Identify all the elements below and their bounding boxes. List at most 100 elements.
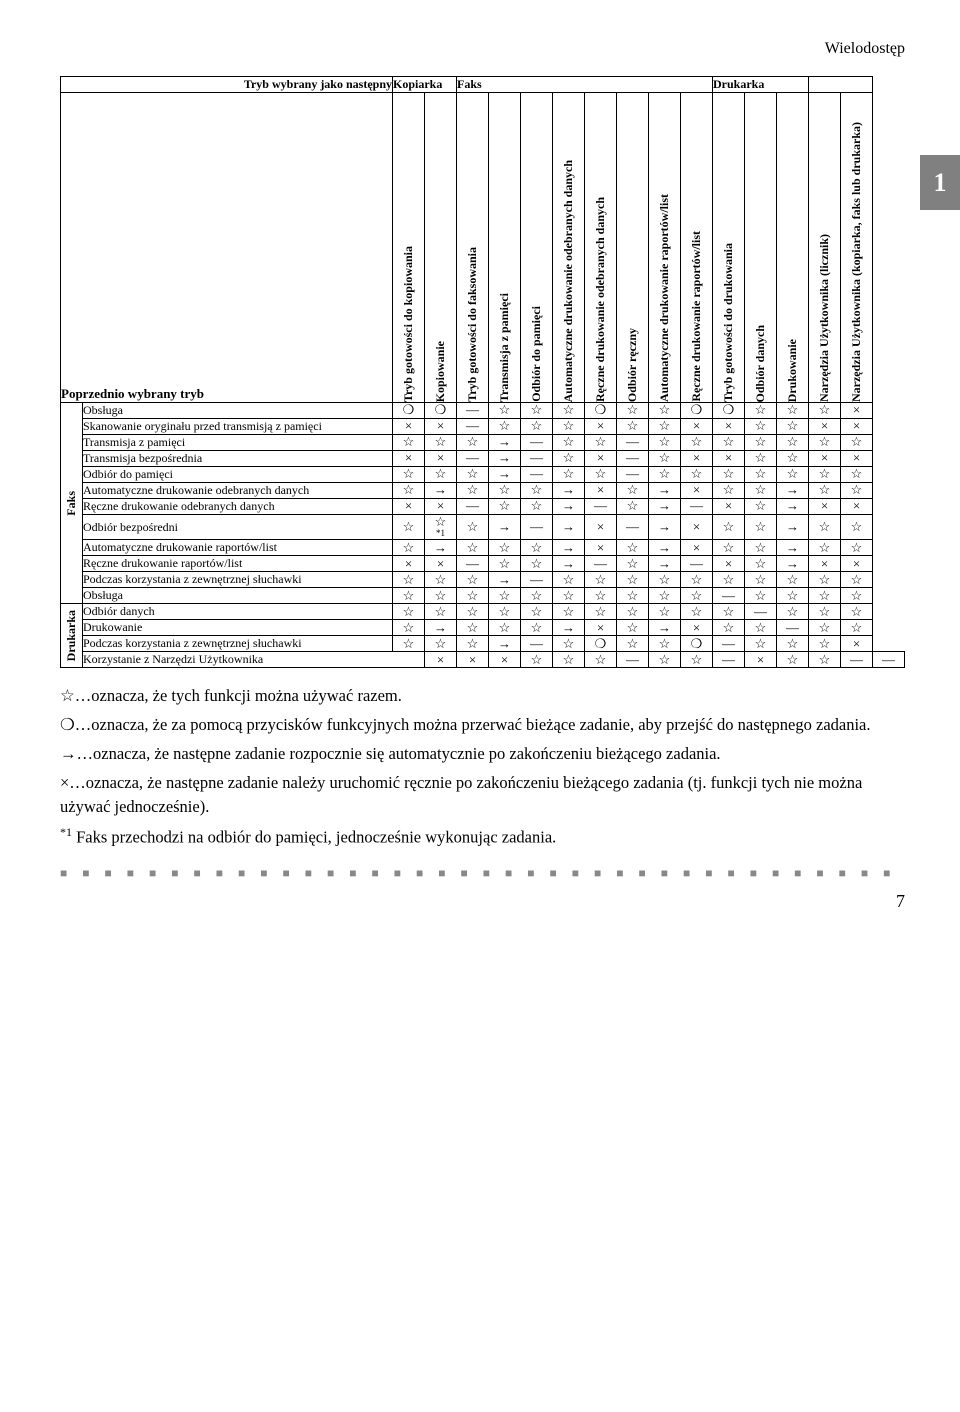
matrix-cell: × [809, 499, 841, 515]
matrix-cell: — [521, 451, 553, 467]
matrix-cell: ☆ [681, 652, 713, 668]
matrix-cell: ☆ [777, 588, 809, 604]
matrix-cell: ☆ [521, 604, 553, 620]
matrix-cell: × [681, 540, 713, 556]
matrix-cell: ☆ [617, 620, 649, 636]
matrix-cell: × [681, 620, 713, 636]
matrix-cell: ☆ [553, 636, 585, 652]
matrix-cell: ☆ [777, 435, 809, 451]
matrix-cell: — [521, 515, 553, 540]
matrix-cell: ☆ [777, 451, 809, 467]
matrix-cell: → [489, 572, 521, 588]
matrix-cell: ☆ [809, 636, 841, 652]
matrix-cell: → [425, 483, 457, 499]
matrix-cell: ☆ [649, 451, 681, 467]
matrix-cell: — [745, 604, 777, 620]
matrix-cell: ☆ [681, 467, 713, 483]
matrix-cell: ☆ [489, 419, 521, 435]
chapter-tab: 1 [920, 155, 960, 210]
matrix-cell: → [553, 499, 585, 515]
matrix-cell: ☆ [393, 604, 425, 620]
matrix-cell: ☆ [617, 499, 649, 515]
matrix-cell: — [457, 419, 489, 435]
matrix-cell: ☆ [745, 620, 777, 636]
row-name: Skanowanie oryginału przed transmisją z … [83, 419, 393, 435]
matrix-cell: ☆ [681, 572, 713, 588]
matrix-cell: ☆ [521, 499, 553, 515]
matrix-cell: ☆ [393, 515, 425, 540]
matrix-cell: ☆*1 [425, 515, 457, 540]
matrix-cell: ☆ [809, 483, 841, 499]
matrix-cell: ☆ [777, 652, 809, 668]
matrix-cell: ☆ [649, 588, 681, 604]
matrix-cell: → [649, 515, 681, 540]
matrix-cell: ☆ [841, 620, 873, 636]
matrix-cell: ☆ [393, 540, 425, 556]
matrix-cell: ☆ [521, 403, 553, 419]
matrix-cell: × [425, 451, 457, 467]
matrix-cell: × [809, 419, 841, 435]
matrix-cell: × [841, 556, 873, 572]
row-group: Drukarka [61, 604, 83, 668]
matrix-cell: ☆ [809, 588, 841, 604]
matrix-cell: × [713, 419, 745, 435]
matrix-cell: ☆ [521, 620, 553, 636]
matrix-cell: × [841, 636, 873, 652]
matrix-cell: × [489, 652, 521, 668]
matrix-cell: → [553, 620, 585, 636]
matrix-cell: ☆ [585, 435, 617, 451]
matrix-cell: → [777, 483, 809, 499]
matrix-cell: ☆ [809, 435, 841, 451]
matrix-cell: × [841, 403, 873, 419]
matrix-cell: ☆ [553, 588, 585, 604]
matrix-cell: ☆ [617, 588, 649, 604]
matrix-cell: → [425, 540, 457, 556]
matrix-cell: ☆ [745, 515, 777, 540]
matrix-cell: × [585, 515, 617, 540]
matrix-cell: — [873, 652, 905, 668]
matrix-cell: ❍ [681, 403, 713, 419]
matrix-cell: ☆ [841, 483, 873, 499]
matrix-cell: ❍ [585, 403, 617, 419]
matrix-cell: ☆ [649, 636, 681, 652]
matrix-cell: × [745, 652, 777, 668]
matrix-cell: ☆ [649, 652, 681, 668]
matrix-cell: — [521, 435, 553, 451]
matrix-cell: ☆ [841, 588, 873, 604]
table-row: Odbiór do pamięci☆☆☆→—☆☆—☆☆☆☆☆☆☆ [61, 467, 905, 483]
matrix-cell: × [585, 419, 617, 435]
matrix-cell: ☆ [745, 419, 777, 435]
matrix-cell: × [841, 419, 873, 435]
matrix-cell: ☆ [393, 467, 425, 483]
matrix-cell: ☆ [649, 435, 681, 451]
matrix-cell: ☆ [841, 515, 873, 540]
table-row: Ręczne drukowanie raportów/list××—☆☆→—☆→… [61, 556, 905, 572]
matrix-cell: — [777, 620, 809, 636]
row-name: Automatyczne drukowanie odebranych danyc… [83, 483, 393, 499]
row-name: Drukowanie [83, 620, 393, 636]
matrix-cell: ☆ [521, 483, 553, 499]
legend-line: ❍…oznacza, że za pomocą przycisków funkc… [60, 713, 905, 736]
matrix-cell: — [713, 636, 745, 652]
matrix-cell: → [777, 540, 809, 556]
matrix-cell: ☆ [521, 652, 553, 668]
matrix-cell: ☆ [809, 604, 841, 620]
matrix-cell: × [393, 499, 425, 515]
matrix-cell: — [713, 652, 745, 668]
matrix-cell: ☆ [553, 572, 585, 588]
matrix-cell: — [457, 451, 489, 467]
matrix-cell: ☆ [425, 588, 457, 604]
matrix-cell: ☆ [745, 435, 777, 451]
matrix-cell: → [649, 620, 681, 636]
matrix-cell: — [521, 467, 553, 483]
matrix-cell: × [585, 451, 617, 467]
column-group [809, 77, 873, 93]
matrix-cell: × [393, 556, 425, 572]
matrix-cell: ☆ [489, 620, 521, 636]
table-row: Skanowanie oryginału przed transmisją z … [61, 419, 905, 435]
row-name: Transmisja bezpośrednia [83, 451, 393, 467]
matrix-cell: ☆ [681, 588, 713, 604]
matrix-cell: → [489, 435, 521, 451]
column-header: Tryb gotowości do kopiowania [393, 93, 425, 403]
matrix-cell: ☆ [489, 556, 521, 572]
